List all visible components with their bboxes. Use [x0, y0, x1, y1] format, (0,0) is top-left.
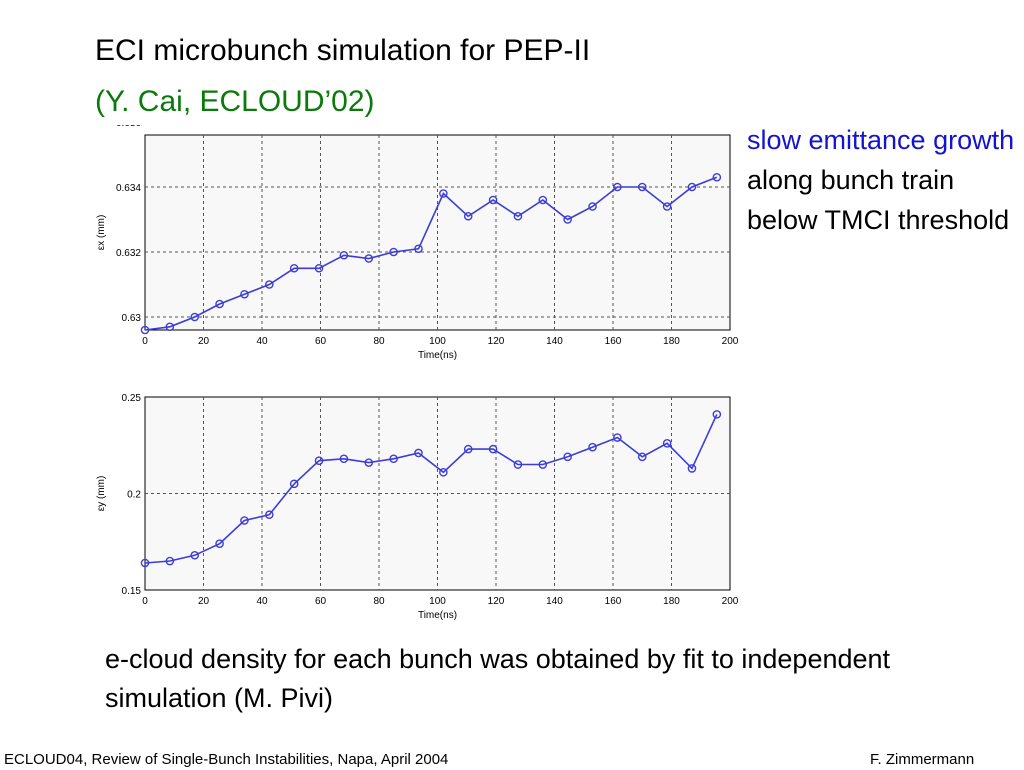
data-point	[662, 439, 672, 448]
data-point	[314, 263, 324, 273]
data-point	[637, 452, 647, 462]
x-tick-label: 80	[373, 596, 385, 607]
data-point	[364, 254, 374, 263]
data-point	[389, 454, 398, 464]
x-tick-label: 40	[256, 596, 268, 607]
data-point	[215, 539, 224, 548]
x-tick-label: 0	[142, 596, 148, 607]
data-point	[414, 244, 423, 254]
slide-subtitle: (Y. Cai, ECLOUD’02)	[95, 85, 375, 118]
data-point	[414, 448, 423, 458]
data-point	[289, 263, 299, 273]
x-axis-label: Time(ns)	[418, 610, 457, 621]
data-point	[588, 442, 597, 452]
x-tick-label: 180	[663, 336, 680, 347]
data-point	[240, 289, 249, 299]
data-point	[712, 172, 722, 182]
y-tick-label: 0.632	[116, 248, 141, 259]
x-tick-label: 20	[198, 596, 210, 607]
data-point	[265, 280, 274, 289]
footer-left: ECLOUD04, Review of Single-Bunch Instabi…	[4, 751, 449, 768]
x-tick-label: 0	[142, 336, 148, 347]
x-tick-label: 160	[605, 336, 622, 347]
data-point	[289, 479, 299, 489]
y-tick-label: 0.15	[122, 586, 142, 597]
data-point	[364, 458, 374, 467]
caption: e-cloud density for each bunch was obtai…	[105, 644, 891, 713]
data-point	[712, 410, 722, 419]
y-tick-label: 0.2	[127, 490, 141, 501]
x-tick-label: 100	[429, 596, 446, 607]
x-tick-label: 160	[605, 596, 622, 607]
data-point	[439, 467, 448, 477]
data-point	[588, 202, 597, 211]
x-tick-label: 140	[546, 336, 563, 347]
x-tick-label: 60	[315, 336, 327, 347]
side-note: slow emittance growth along bunch train …	[747, 120, 1017, 240]
x-axis-label: Time(ns)	[418, 350, 457, 361]
data-point	[190, 550, 200, 560]
data-point	[488, 444, 498, 454]
data-point	[687, 182, 697, 192]
data-point	[314, 456, 324, 465]
x-tick-label: 100	[429, 336, 446, 347]
data-point	[513, 460, 523, 469]
y-tick-label: 0.636	[116, 125, 141, 129]
data-point	[513, 211, 523, 221]
emittance-y-chart: 0 20 40 60 80 100 120 140 160 180 200 0.15 0.2 0.25 Ti…	[96, 393, 739, 621]
data-point	[463, 211, 473, 221]
y-axis-label: εy (mm)	[96, 476, 107, 512]
data-point	[538, 195, 548, 205]
x-tick-label: 200	[722, 336, 739, 347]
x-tick-label: 120	[488, 336, 505, 347]
x-tick-label: 80	[373, 336, 385, 347]
data-point	[662, 202, 672, 211]
x-tick-label: 200	[722, 596, 739, 607]
data-point	[215, 299, 224, 309]
data-point	[240, 516, 249, 525]
data-point	[140, 325, 150, 335]
x-tick-label: 20	[198, 336, 210, 347]
footer-right: F. Zimmermann	[870, 751, 975, 768]
data-point	[339, 250, 349, 260]
data-point	[165, 322, 175, 332]
data-point	[563, 452, 572, 462]
y-tick-label: 0.634	[116, 183, 141, 194]
x-tick-label: 120	[488, 596, 505, 607]
data-point	[190, 312, 200, 322]
y-axis-label: εx (mm)	[96, 215, 107, 251]
data-point	[613, 182, 622, 192]
data-point	[463, 444, 473, 454]
x-tick-label: 180	[663, 596, 680, 607]
side-note-highlight: slow emittance growth	[747, 125, 1015, 155]
y-tick-label: 0.25	[122, 393, 142, 404]
data-point	[265, 510, 274, 520]
slide-title: ECI microbunch simulation for PEP-II	[95, 34, 591, 67]
emittance-x-chart: 0 20 40 60 80 100 120 140 160 180 200 0.63 0.632 0.63…	[96, 125, 739, 361]
x-tick-label: 60	[315, 596, 327, 607]
x-tick-label: 40	[256, 336, 268, 347]
side-note-text: along bunch train below TMCI threshold	[747, 165, 1010, 235]
series-line	[144, 414, 718, 564]
data-point	[488, 195, 498, 205]
data-point	[339, 454, 349, 464]
data-point	[165, 556, 175, 566]
data-point	[140, 558, 150, 568]
data-point	[538, 460, 548, 469]
x-tick-label: 140	[546, 596, 563, 607]
y-tick-label: 0.63	[122, 313, 142, 324]
data-point	[613, 433, 622, 442]
data-point	[637, 182, 647, 192]
data-point	[439, 189, 448, 198]
data-point	[563, 215, 572, 224]
data-point	[687, 464, 697, 473]
data-point	[389, 247, 398, 257]
